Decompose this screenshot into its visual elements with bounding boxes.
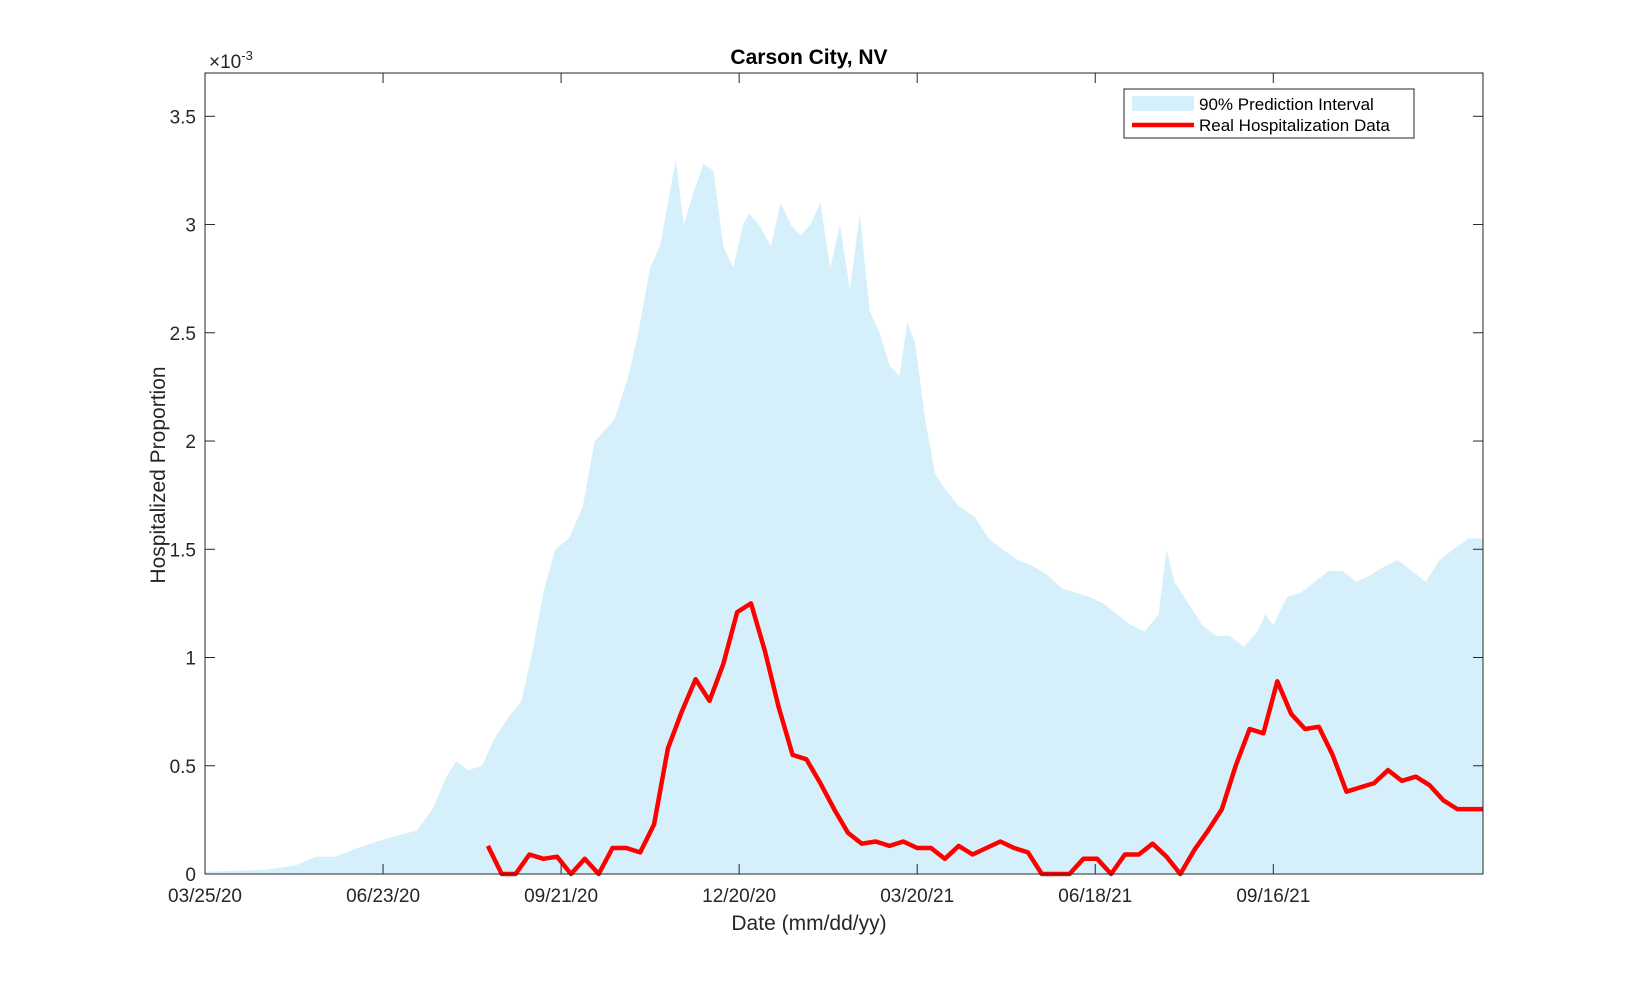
y-tick-label: 1 (185, 649, 196, 670)
legend: 90% Prediction Interval Real Hospitaliza… (1123, 88, 1415, 139)
y-exponent-text: ×10 (209, 52, 241, 73)
axes-layer: 0 0.5 1 1.5 2 2.5 3 3.5 03/25/20 06/23/20 09/21/20… (168, 72, 1484, 907)
x-tick-label: 06/18/21 (1058, 886, 1132, 907)
series-line-real-hospitalization (485, 601, 1483, 877)
legend-label-real: Real Hospitalization Data (1199, 116, 1390, 135)
y-axis-label: Hospitalized Proportion (147, 366, 170, 583)
series-area-prediction-interval (205, 159, 1483, 875)
y-exponent-base: ×10-3 (209, 48, 253, 73)
y-exponent-power: -3 (241, 48, 253, 63)
x-tick-label: 12/20/20 (702, 886, 776, 907)
y-tick-label: 0 (185, 865, 196, 886)
plot-layer (205, 159, 1483, 877)
x-tick-label: 03/20/21 (880, 886, 954, 907)
legend-label-interval: 90% Prediction Interval (1199, 95, 1374, 114)
y-tick-label: 3 (185, 216, 196, 237)
y-tick-label: 3.5 (170, 107, 196, 128)
x-tick-label: 09/16/21 (1236, 886, 1310, 907)
chart-title: Carson City, NV (730, 46, 887, 69)
x-tick-label: 03/25/20 (168, 886, 242, 907)
plot-frame (204, 72, 1484, 875)
y-tick-label: 1.5 (170, 540, 196, 561)
y-tick-label: 0.5 (170, 757, 196, 778)
x-axis-label: Date (mm/dd/yy) (731, 912, 886, 935)
x-tick-label: 06/23/20 (346, 886, 420, 907)
y-tick-label: 2 (185, 432, 196, 453)
legend-swatch-interval (1132, 96, 1194, 111)
x-tick-label: 09/21/20 (524, 886, 598, 907)
y-tick-label: 2.5 (170, 324, 196, 345)
